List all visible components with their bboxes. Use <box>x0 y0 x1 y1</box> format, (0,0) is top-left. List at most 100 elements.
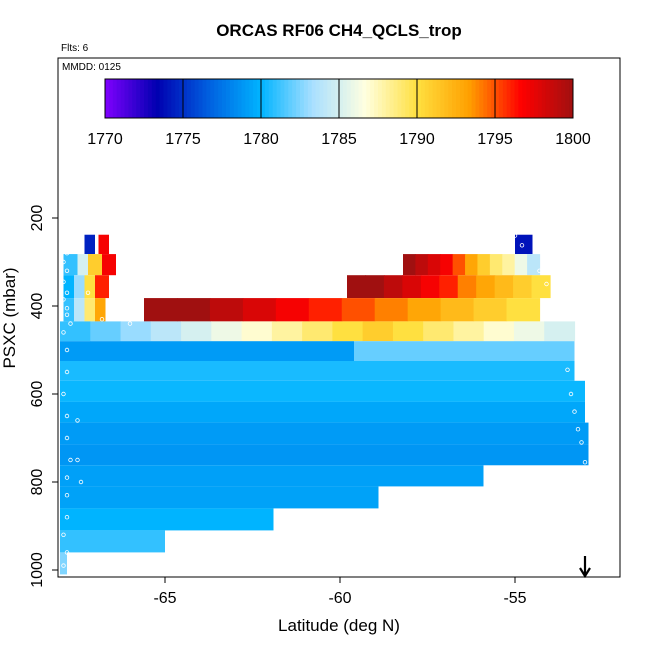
heatmap-cell <box>60 321 91 342</box>
colorbar-swatch <box>307 79 313 118</box>
colorbar-swatch <box>288 79 293 118</box>
flight-point <box>78 479 84 485</box>
colorbar-swatch <box>526 79 531 118</box>
heatmap-cell <box>60 401 585 423</box>
flight-point <box>582 460 588 465</box>
heatmap-cell <box>60 465 484 487</box>
heatmap-cell <box>60 530 165 553</box>
heatmap-cell <box>74 275 85 299</box>
flight-point <box>61 297 66 302</box>
heatmap-cell <box>514 254 528 276</box>
colorbar-swatch <box>140 79 145 118</box>
colorbar-swatch <box>300 79 305 118</box>
colorbar-swatch <box>393 79 398 118</box>
colorbar-swatch <box>245 79 250 118</box>
heatmap-cell <box>60 486 379 509</box>
colorbar-swatch <box>249 79 254 118</box>
heatmap-cell <box>477 254 491 276</box>
colorbar-swatch <box>272 79 278 118</box>
colorbar-swatch <box>108 79 114 118</box>
colorbar-swatch <box>225 79 231 118</box>
flight-point <box>565 367 570 372</box>
flight-point <box>519 243 525 248</box>
colorbar-swatch <box>151 79 157 118</box>
colorbar-swatch <box>471 79 476 118</box>
heatmap-cell <box>489 254 503 276</box>
colorbar-swatch <box>303 79 309 118</box>
colorbar-tick-label: 1775 <box>165 131 201 148</box>
heatmap-cell <box>452 254 466 276</box>
colorbar-swatch <box>487 79 492 118</box>
colorbar-swatch <box>436 79 441 118</box>
flight-point <box>64 369 70 375</box>
colorbar-swatch <box>405 79 410 118</box>
heatmap-cell <box>415 254 429 276</box>
colorbar-swatch <box>268 79 274 118</box>
heatmap-cell <box>209 298 244 322</box>
colorbar-swatch <box>342 79 348 118</box>
heatmap-cell <box>513 321 545 342</box>
heatmap-cell <box>275 298 310 322</box>
heatmap-cell <box>473 298 508 322</box>
heatmap-cell <box>440 254 454 276</box>
heatmap-cell <box>144 298 178 322</box>
y-tick-label: 600 <box>29 381 46 408</box>
flight-point <box>575 427 581 432</box>
colorbar-swatch <box>378 79 383 118</box>
plot-frame <box>57 57 621 578</box>
heatmap-cell <box>354 341 575 361</box>
heatmap-cell <box>95 298 106 322</box>
colorbar-swatch <box>545 79 551 118</box>
colorbar-swatch <box>280 79 285 118</box>
colorbar-swatch <box>366 79 371 118</box>
flight-point <box>544 281 549 287</box>
colorbar-swatch <box>155 79 161 118</box>
colorbar-swatch <box>514 79 519 118</box>
heatmap-cell <box>427 254 441 276</box>
colorbar-swatch <box>194 79 200 118</box>
down-arrow-marker <box>579 556 591 579</box>
colorbar-swatch <box>214 79 219 118</box>
colorbar-swatch <box>444 79 449 118</box>
heatmap-cell <box>90 321 122 342</box>
colorbar-swatch <box>210 79 215 118</box>
colorbar-swatch <box>537 79 543 118</box>
colorbar-swatch <box>202 79 207 118</box>
heatmap-cell <box>407 298 442 322</box>
heatmap-cell <box>544 321 576 342</box>
heatmap-cell <box>527 254 541 276</box>
colorbar-swatch <box>530 79 535 118</box>
colorbar-tick-label: 1800 <box>555 131 591 148</box>
colorbar-swatch <box>417 79 422 118</box>
heatmap-cell <box>74 298 85 322</box>
heatmap-cell <box>440 298 475 322</box>
flight-point <box>64 493 70 498</box>
colorbar-swatch <box>319 79 324 118</box>
heatmap-cell <box>102 254 116 276</box>
colorbar-swatch <box>424 79 430 118</box>
colorbar-tick-label: 1790 <box>399 131 435 148</box>
heatmap-cell <box>362 321 394 342</box>
colorbar-swatch <box>105 79 110 118</box>
colorbar-swatch <box>541 79 547 118</box>
heatmap-cell <box>403 254 417 276</box>
colorbar-swatch <box>183 79 188 118</box>
colorbar-swatch <box>459 79 465 118</box>
heatmap-cell <box>402 275 422 299</box>
heatmap-cell <box>60 361 575 381</box>
colorbar-swatch <box>565 79 570 118</box>
colorbar-swatch <box>253 79 258 118</box>
flight-point <box>64 250 70 256</box>
flight-point <box>64 515 70 520</box>
flight-point <box>75 418 80 423</box>
colorbar-swatch <box>241 79 246 118</box>
heatmap-cell <box>383 275 403 299</box>
colorbar-swatch <box>463 79 469 118</box>
colorbar-swatch <box>116 79 122 118</box>
colorbar-swatch <box>506 79 512 118</box>
colorbar-tick-label: 1785 <box>321 131 357 148</box>
x-axis: -65 -60 -55 <box>153 577 527 607</box>
colorbar-swatch <box>420 79 426 118</box>
colorbar-swatch <box>179 79 184 118</box>
